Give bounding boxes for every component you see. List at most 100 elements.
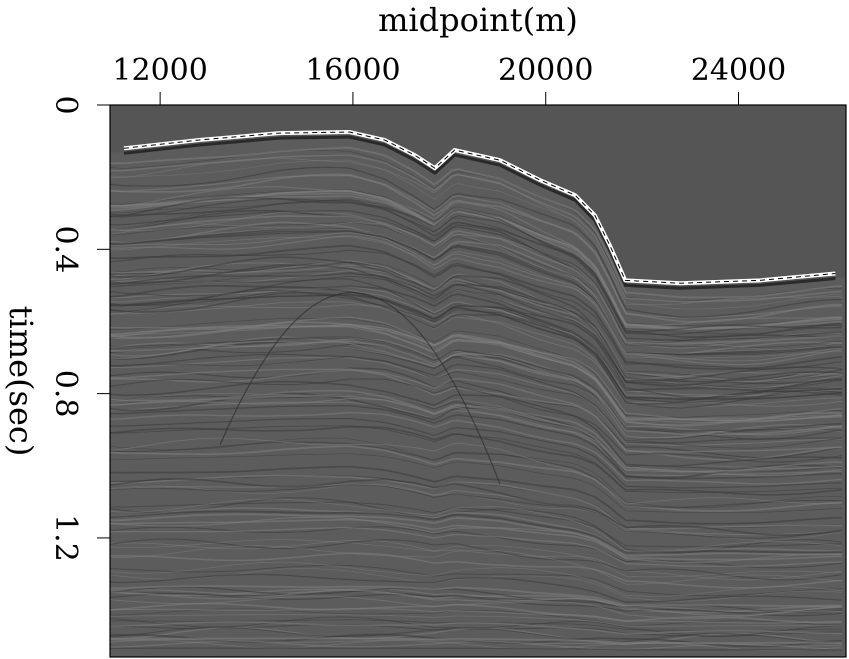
reflector bbox=[110, 340, 843, 436]
reflector bbox=[110, 501, 842, 548]
plot-area bbox=[110, 105, 846, 657]
reflector bbox=[110, 357, 843, 447]
reflector bbox=[110, 591, 843, 613]
reflector bbox=[110, 221, 843, 348]
reflector bbox=[110, 230, 843, 356]
reflector bbox=[110, 321, 843, 427]
reflector bbox=[110, 368, 842, 453]
reflector bbox=[110, 175, 843, 319]
reflector bbox=[110, 150, 843, 302]
reflector bbox=[110, 146, 843, 299]
y-axis-label: time(sec) bbox=[2, 306, 40, 457]
reflector bbox=[110, 378, 843, 463]
reflector bbox=[110, 325, 843, 421]
reflector bbox=[110, 638, 843, 647]
reflector bbox=[110, 498, 843, 552]
reflector bbox=[110, 510, 842, 554]
reflector bbox=[110, 595, 843, 620]
reflector bbox=[110, 389, 843, 473]
reflector bbox=[110, 356, 843, 449]
y-tick-label: 0.4 bbox=[48, 225, 83, 273]
reflector bbox=[110, 639, 843, 652]
reflector bbox=[110, 441, 843, 508]
reflector bbox=[110, 585, 843, 607]
reflector bbox=[110, 608, 843, 624]
reflector bbox=[110, 637, 842, 644]
reflector bbox=[110, 173, 843, 323]
reflector bbox=[110, 507, 843, 554]
reflector bbox=[110, 516, 843, 564]
y-tick-label: 0 bbox=[48, 95, 83, 114]
reflector bbox=[110, 474, 843, 530]
reflector bbox=[110, 154, 843, 303]
reflector bbox=[110, 278, 842, 399]
reflector bbox=[110, 478, 843, 536]
reflector bbox=[110, 513, 842, 557]
reflector bbox=[110, 199, 843, 335]
reflector bbox=[110, 437, 843, 509]
reflector bbox=[110, 197, 843, 334]
reflector bbox=[110, 195, 843, 330]
reflector bbox=[110, 437, 842, 505]
reflector bbox=[110, 484, 843, 539]
reflector bbox=[110, 166, 843, 318]
reflector bbox=[110, 425, 843, 496]
reflector bbox=[110, 343, 843, 440]
reflector bbox=[110, 285, 843, 393]
reflector bbox=[110, 418, 842, 489]
reflector bbox=[110, 602, 843, 624]
reflector bbox=[110, 411, 843, 485]
seafloor-pick-dashes bbox=[123, 131, 836, 284]
reflector bbox=[110, 198, 843, 335]
reflector bbox=[110, 338, 843, 436]
reflector bbox=[110, 289, 843, 404]
reflector bbox=[110, 647, 842, 651]
reflector bbox=[110, 230, 842, 356]
reflector bbox=[110, 221, 843, 356]
reflector bbox=[110, 633, 843, 648]
reflector bbox=[110, 236, 842, 360]
diffraction-event bbox=[219, 291, 501, 485]
reflector bbox=[110, 301, 843, 408]
reflector bbox=[110, 261, 843, 381]
reflector bbox=[110, 614, 842, 627]
water-column bbox=[110, 105, 846, 288]
reflector bbox=[110, 228, 843, 354]
reflector bbox=[110, 545, 843, 585]
x-tick-label: 20000 bbox=[498, 53, 593, 88]
reflector bbox=[110, 393, 843, 469]
x-tick-label: 24000 bbox=[691, 53, 786, 88]
reflector bbox=[110, 573, 843, 603]
reflector bbox=[110, 445, 843, 512]
reflector bbox=[110, 318, 843, 418]
reflector bbox=[110, 235, 843, 366]
reflector bbox=[110, 380, 843, 467]
reflector bbox=[110, 552, 843, 589]
reflector bbox=[110, 621, 843, 635]
x-tick-label: 16000 bbox=[305, 53, 400, 88]
reflector bbox=[110, 256, 843, 381]
reflector bbox=[110, 561, 843, 597]
reflector bbox=[110, 324, 843, 426]
reflector bbox=[110, 465, 843, 525]
reflector bbox=[110, 272, 843, 385]
reflector bbox=[110, 264, 843, 387]
reflector bbox=[110, 159, 842, 310]
reflector bbox=[110, 538, 843, 581]
seafloor-reflector bbox=[123, 135, 836, 290]
reflector bbox=[110, 626, 843, 644]
reflector bbox=[110, 316, 843, 422]
reflector bbox=[110, 275, 843, 389]
x-tick-label: 12000 bbox=[112, 53, 207, 88]
reflector bbox=[110, 367, 843, 459]
reflector bbox=[110, 518, 843, 561]
reflector bbox=[110, 527, 843, 568]
reflector bbox=[110, 397, 843, 477]
reflector bbox=[110, 292, 843, 409]
reflector bbox=[110, 564, 842, 597]
reflector bbox=[110, 210, 843, 344]
x-axis-label: midpoint(m) bbox=[378, 1, 578, 39]
reflector bbox=[110, 539, 843, 581]
reflector bbox=[110, 405, 842, 480]
